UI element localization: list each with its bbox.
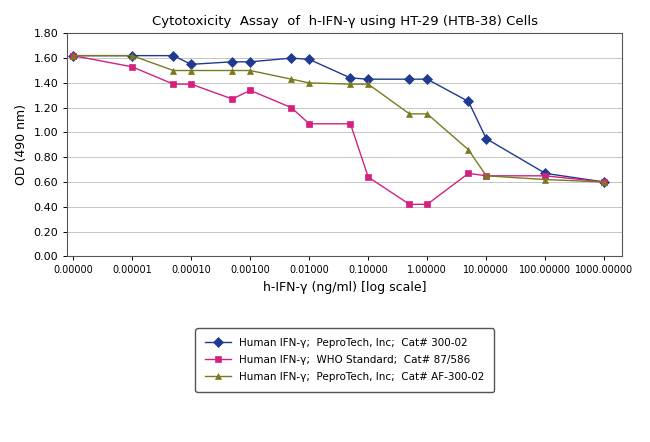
Human IFN-γ;  PeproTech, Inc;  Cat# 300-02	[423, 76, 431, 82]
Human IFN-γ;  PeproTech, Inc;  Cat# AF-300-02	[423, 111, 431, 117]
Line: Human IFN-γ;  WHO Standard;  Cat# 87/586: Human IFN-γ; WHO Standard; Cat# 87/586	[70, 52, 608, 208]
Human IFN-γ;  WHO Standard;  Cat# 87/586	[364, 175, 372, 180]
Human IFN-γ;  PeproTech, Inc;  Cat# AF-300-02	[287, 76, 295, 82]
Human IFN-γ;  PeproTech, Inc;  Cat# AF-300-02	[482, 173, 490, 179]
Human IFN-γ;  WHO Standard;  Cat# 87/586	[306, 121, 313, 126]
Human IFN-γ;  PeproTech, Inc;  Cat# 300-02	[170, 53, 177, 58]
Human IFN-γ;  WHO Standard;  Cat# 87/586	[482, 173, 490, 179]
Human IFN-γ;  WHO Standard;  Cat# 87/586	[69, 53, 77, 58]
Human IFN-γ;  PeproTech, Inc;  Cat# 300-02	[128, 53, 136, 58]
Line: Human IFN-γ;  PeproTech, Inc;  Cat# AF-300-02: Human IFN-γ; PeproTech, Inc; Cat# AF-300…	[70, 52, 608, 186]
Human IFN-γ;  WHO Standard;  Cat# 87/586	[406, 202, 413, 207]
Human IFN-γ;  PeproTech, Inc;  Cat# AF-300-02	[306, 80, 313, 86]
Human IFN-γ;  PeproTech, Inc;  Cat# AF-300-02	[465, 147, 473, 152]
Human IFN-γ;  WHO Standard;  Cat# 87/586	[346, 121, 354, 126]
Human IFN-γ;  PeproTech, Inc;  Cat# AF-300-02	[541, 177, 549, 182]
Human IFN-γ;  WHO Standard;  Cat# 87/586	[423, 202, 431, 207]
Human IFN-γ;  WHO Standard;  Cat# 87/586	[187, 81, 195, 87]
Title: Cytotoxicity  Assay  of  h-IFN-γ using HT-29 (HTB-38) Cells: Cytotoxicity Assay of h-IFN-γ using HT-2…	[151, 15, 538, 28]
Human IFN-γ;  PeproTech, Inc;  Cat# 300-02	[246, 59, 254, 65]
Human IFN-γ;  PeproTech, Inc;  Cat# 300-02	[541, 171, 549, 176]
Y-axis label: OD (490 nm): OD (490 nm)	[15, 104, 28, 185]
Human IFN-γ;  PeproTech, Inc;  Cat# AF-300-02	[346, 81, 354, 87]
Human IFN-γ;  WHO Standard;  Cat# 87/586	[170, 81, 177, 87]
Human IFN-γ;  WHO Standard;  Cat# 87/586	[465, 171, 473, 176]
Human IFN-γ;  PeproTech, Inc;  Cat# 300-02	[228, 59, 236, 65]
X-axis label: h-IFN-γ (ng/ml) [log scale]: h-IFN-γ (ng/ml) [log scale]	[263, 281, 426, 294]
Human IFN-γ;  PeproTech, Inc;  Cat# 300-02	[406, 76, 413, 82]
Human IFN-γ;  PeproTech, Inc;  Cat# AF-300-02	[128, 53, 136, 58]
Human IFN-γ;  PeproTech, Inc;  Cat# AF-300-02	[187, 68, 195, 73]
Human IFN-γ;  PeproTech, Inc;  Cat# 300-02	[364, 76, 372, 82]
Human IFN-γ;  WHO Standard;  Cat# 87/586	[287, 105, 295, 110]
Human IFN-γ;  PeproTech, Inc;  Cat# AF-300-02	[601, 179, 608, 185]
Human IFN-γ;  PeproTech, Inc;  Cat# AF-300-02	[228, 68, 236, 73]
Human IFN-γ;  PeproTech, Inc;  Cat# 300-02	[601, 179, 608, 185]
Human IFN-γ;  WHO Standard;  Cat# 87/586	[601, 179, 608, 185]
Human IFN-γ;  PeproTech, Inc;  Cat# AF-300-02	[69, 53, 77, 58]
Line: Human IFN-γ;  PeproTech, Inc;  Cat# 300-02: Human IFN-γ; PeproTech, Inc; Cat# 300-02	[70, 52, 608, 186]
Human IFN-γ;  WHO Standard;  Cat# 87/586	[228, 96, 236, 102]
Legend: Human IFN-γ;  PeproTech, Inc;  Cat# 300-02, Human IFN-γ;  WHO Standard;  Cat# 87: Human IFN-γ; PeproTech, Inc; Cat# 300-02…	[196, 328, 494, 392]
Human IFN-γ;  PeproTech, Inc;  Cat# 300-02	[346, 75, 354, 80]
Human IFN-γ;  PeproTech, Inc;  Cat# 300-02	[187, 61, 195, 67]
Human IFN-γ;  PeproTech, Inc;  Cat# AF-300-02	[364, 81, 372, 87]
Human IFN-γ;  PeproTech, Inc;  Cat# 300-02	[465, 99, 473, 104]
Human IFN-γ;  PeproTech, Inc;  Cat# 300-02	[69, 53, 77, 58]
Human IFN-γ;  PeproTech, Inc;  Cat# 300-02	[306, 57, 313, 62]
Human IFN-γ;  PeproTech, Inc;  Cat# 300-02	[482, 136, 490, 141]
Human IFN-γ;  PeproTech, Inc;  Cat# 300-02	[287, 55, 295, 61]
Human IFN-γ;  PeproTech, Inc;  Cat# AF-300-02	[406, 111, 413, 117]
Human IFN-γ;  PeproTech, Inc;  Cat# AF-300-02	[170, 68, 177, 73]
Human IFN-γ;  WHO Standard;  Cat# 87/586	[128, 64, 136, 69]
Human IFN-γ;  PeproTech, Inc;  Cat# AF-300-02	[246, 68, 254, 73]
Human IFN-γ;  WHO Standard;  Cat# 87/586	[541, 173, 549, 179]
Human IFN-γ;  WHO Standard;  Cat# 87/586	[246, 88, 254, 93]
